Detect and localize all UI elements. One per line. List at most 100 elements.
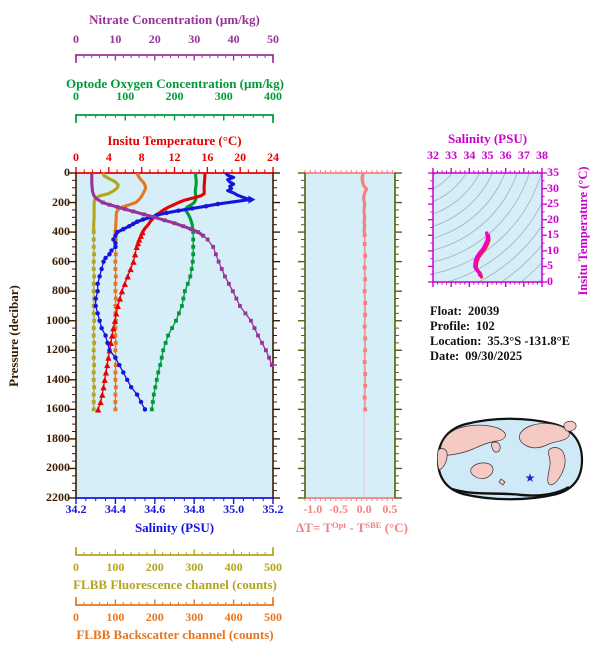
salinity-axis-title: Salinity (PSU) <box>134 520 215 535</box>
date-label: Date: <box>430 349 460 363</box>
pressure-tick-label: 1000 <box>46 312 70 327</box>
main-plot-area <box>76 173 273 498</box>
nitrate-axis-title: Nitrate Concentration (µm/kg) <box>89 12 260 27</box>
fluorescence-curve <box>91 172 120 412</box>
ts-temperature-axis-title: Insitu Temperature (°C) <box>576 166 590 296</box>
ts-curve <box>473 231 491 279</box>
fluorescence-tick-label: 500 <box>264 560 282 574</box>
salinity-tick-label: 34.4 <box>104 502 126 516</box>
float-info-row: Float: 20039 <box>430 304 499 319</box>
ts-temperature-tick-label: 20 <box>547 211 559 226</box>
oxygen-tick-label: 100 <box>116 89 135 103</box>
pressure-tick-label: 2000 <box>46 460 70 475</box>
temperature-curve <box>95 173 207 413</box>
delta-t-axis-title: ΔT= TOpt - TSBE (°C) <box>277 520 427 536</box>
fluorescence-tick-label: 300 <box>185 560 204 574</box>
pressure-tick-label: 400 <box>52 224 70 239</box>
ts-temperature-tick-label: 0 <box>547 274 553 288</box>
fluorescence-tick-label: 100 <box>106 560 125 574</box>
backscatter-axis-title: FLBB Backscatter channel (counts) <box>76 627 274 642</box>
map-landmass <box>491 441 501 453</box>
profile-label: Profile: <box>430 319 471 333</box>
nitrate-tick-label: 50 <box>267 32 279 46</box>
ts-temperature-tick-label: 35 <box>547 165 559 179</box>
oxygen-axis <box>75 114 274 123</box>
temperature-tick-label: 0 <box>73 150 79 164</box>
map-landmass <box>470 462 494 479</box>
oxygen-tick-label: 0 <box>73 89 79 103</box>
ts-salinity-tick-label: 38 <box>536 148 548 162</box>
salinity-tick-label: 35.0 <box>223 502 245 516</box>
oxygen-axis-title: Optode Oxygen Concentration (µm/kg) <box>65 76 284 91</box>
float-info-row: Profile: 102 <box>430 319 495 334</box>
map-landmass <box>519 423 570 449</box>
salinity-tick-label: 34.6 <box>144 502 166 516</box>
float-info-row: Location: 35.3°S -131.8°E <box>430 334 570 349</box>
temperature-tick-label: 16 <box>201 150 214 164</box>
ts-temperature-tick-label: 30 <box>547 180 559 195</box>
oxygen-tick-label: 400 <box>264 89 282 103</box>
pressure-tick-label: 1800 <box>46 430 70 445</box>
float-location-star <box>525 473 535 482</box>
float-value: 20039 <box>467 304 500 318</box>
oxygen-tick-label: 200 <box>165 89 184 103</box>
salinity-tick-label: 35.2 <box>262 502 284 516</box>
backscatter-tick-label: 0 <box>73 610 79 624</box>
fluorescence-tick-label: 200 <box>145 560 164 574</box>
backscatter-tick-label: 300 <box>185 610 204 624</box>
backscatter-tick-label: 400 <box>224 610 243 624</box>
nitrate-curve <box>90 173 274 367</box>
pressure-tick-label: 600 <box>52 253 70 268</box>
date-value: 09/30/2025 <box>465 349 523 363</box>
ts-axes <box>428 168 547 287</box>
delta-t-tick-label: 0.5 <box>382 502 398 516</box>
ts-temperature-tick-label: 5 <box>547 258 553 273</box>
temperature-tick-label: 12 <box>168 150 181 164</box>
nitrate-tick-label: 20 <box>148 32 161 46</box>
nitrate-tick-label: 40 <box>227 32 240 46</box>
pressure-tick-label: 200 <box>52 194 70 209</box>
ts-salinity-tick-label: 34 <box>463 148 476 162</box>
ts-temperature-tick-label: 15 <box>547 227 559 242</box>
delta-t-title-part: - T <box>346 520 366 535</box>
ts-salinity-tick-label: 35 <box>481 148 494 162</box>
salinity-curve <box>93 171 256 412</box>
pressure-tick-label: 1200 <box>46 342 70 357</box>
pressure-tick-label: 2200 <box>46 490 70 504</box>
delta-t-title-part: ΔT= T <box>296 520 332 535</box>
delta-t-tick-label: -1.0 <box>303 502 323 516</box>
temperature-axis-title: Insitu Temperature (°C) <box>107 133 242 148</box>
map-landmass <box>498 478 506 486</box>
pressure-tick-label: 1400 <box>46 371 70 386</box>
ts-salinity-tick-label: 36 <box>499 148 512 162</box>
ts-salinity-tick-label: 37 <box>517 148 530 162</box>
delta-t-curve <box>360 172 369 412</box>
fluorescence-axis-title: FLBB Fluorescence channel (counts) <box>73 577 277 592</box>
location-value: 35.3°S -131.8°E <box>487 334 570 348</box>
oxygen-tick-label: 300 <box>214 89 233 103</box>
ts-plot-area <box>433 173 542 282</box>
ts-temperature-tick-label: 10 <box>547 242 559 257</box>
map-landmass <box>547 447 566 486</box>
backscatter-tick-label: 100 <box>106 610 125 624</box>
salinity-tick-label: 34.2 <box>65 502 87 516</box>
fluorescence-axis <box>75 547 274 556</box>
nitrate-tick-label: 30 <box>188 32 201 46</box>
delta-t-title-sup-sbe: SBE <box>365 520 382 530</box>
main-plot-axes <box>69 167 280 504</box>
delta-t-tick-label: -0.5 <box>328 502 348 516</box>
pressure-tick-label: 800 <box>52 283 70 298</box>
nitrate-tick-label: 0 <box>73 32 79 46</box>
delta-t-title-sup-opt: Opt <box>331 520 347 530</box>
fluorescence-tick-label: 0 <box>73 560 79 574</box>
ts-salinity-tick-label: 32 <box>427 148 439 162</box>
nitrate-axis <box>75 54 274 63</box>
map-landmass <box>436 448 448 471</box>
delta-t-title-part: (°C) <box>381 520 408 535</box>
float-label: Float: <box>430 304 462 318</box>
temperature-tick-label: 8 <box>138 150 145 164</box>
pressure-tick-label: 0 <box>64 165 70 179</box>
ts-salinity-axis-title: Salinity (PSU) <box>447 131 528 146</box>
delta-t-tick-label: 0.0 <box>356 502 372 516</box>
